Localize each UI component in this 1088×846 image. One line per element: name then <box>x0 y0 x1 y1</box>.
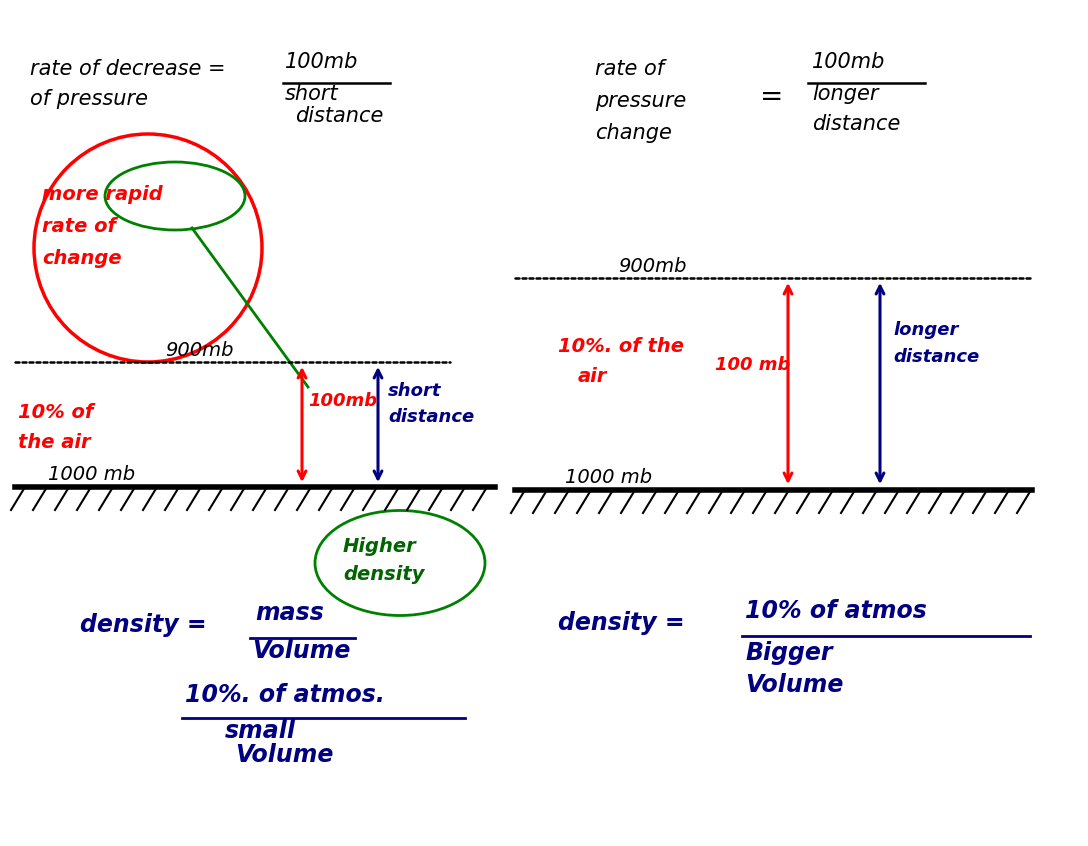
Text: density =: density = <box>81 613 207 637</box>
Text: small: small <box>225 719 296 743</box>
Text: 100mb: 100mb <box>285 52 358 72</box>
Text: longer: longer <box>893 321 959 339</box>
Text: distance: distance <box>812 114 901 134</box>
Text: change: change <box>42 249 122 268</box>
Text: 900mb: 900mb <box>618 257 687 276</box>
Text: Volume: Volume <box>252 639 350 663</box>
Text: rate of: rate of <box>595 59 664 79</box>
Text: more rapid: more rapid <box>42 185 163 204</box>
Text: pressure: pressure <box>595 91 687 111</box>
Text: change: change <box>595 123 672 143</box>
Text: short: short <box>388 382 442 400</box>
Text: 900mb: 900mb <box>165 341 234 360</box>
Text: 100mb: 100mb <box>308 392 378 410</box>
Text: short: short <box>285 84 338 104</box>
Text: 100mb: 100mb <box>812 52 886 72</box>
Text: rate of: rate of <box>42 217 116 236</box>
Text: 10% of atmos: 10% of atmos <box>745 599 927 623</box>
Text: air: air <box>578 367 607 386</box>
Text: density =: density = <box>558 611 684 635</box>
Text: density: density <box>343 565 424 584</box>
Text: Higher: Higher <box>343 537 417 556</box>
Text: Bigger: Bigger <box>745 641 832 665</box>
Text: distance: distance <box>388 408 474 426</box>
Text: 10% of: 10% of <box>18 403 94 422</box>
Text: 10%. of the: 10%. of the <box>558 337 684 356</box>
Text: distance: distance <box>295 106 383 126</box>
Text: 100 mb: 100 mb <box>715 356 790 374</box>
Text: distance: distance <box>893 348 979 366</box>
Text: of pressure: of pressure <box>30 89 148 109</box>
Text: Volume: Volume <box>235 743 333 767</box>
Text: 1000 mb: 1000 mb <box>565 468 652 487</box>
Text: longer: longer <box>812 84 878 104</box>
Text: mass: mass <box>255 601 324 625</box>
Text: 10%. of atmos.: 10%. of atmos. <box>185 683 385 707</box>
Text: Volume: Volume <box>745 673 843 697</box>
Text: 1000 mb: 1000 mb <box>48 465 135 484</box>
Text: rate of decrease =: rate of decrease = <box>30 59 225 79</box>
Text: =: = <box>761 83 783 111</box>
Text: the air: the air <box>18 433 90 452</box>
